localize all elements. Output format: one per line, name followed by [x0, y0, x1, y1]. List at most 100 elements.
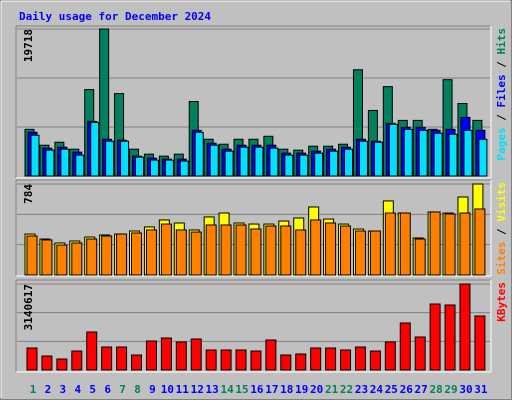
bar	[30, 134, 40, 177]
bar	[310, 347, 322, 371]
bar	[463, 129, 473, 177]
x-tick-label: 22	[340, 383, 353, 396]
x-tick-label: 12	[191, 383, 204, 396]
bar	[160, 337, 172, 371]
bar	[160, 223, 172, 276]
bar	[399, 322, 411, 371]
x-tick-label: 31	[474, 383, 488, 396]
bar	[41, 355, 53, 371]
legend-entry: Files	[495, 74, 508, 107]
bar	[414, 238, 426, 276]
x-tick-label: 29	[444, 383, 457, 396]
legend-entry: KBytes	[495, 282, 508, 322]
bar	[295, 353, 307, 371]
bar	[280, 354, 292, 371]
bar	[220, 349, 232, 371]
bar	[60, 148, 70, 177]
bar	[280, 225, 292, 276]
bar	[403, 128, 413, 177]
bar	[209, 144, 219, 177]
bar	[310, 219, 322, 276]
x-tick-label: 13	[206, 383, 219, 396]
bar	[175, 229, 187, 276]
x-tick-label: 9	[149, 383, 156, 396]
bar	[190, 231, 202, 276]
bar	[444, 213, 456, 276]
bar	[26, 235, 38, 276]
bar	[265, 225, 277, 276]
bar	[429, 211, 441, 276]
x-tick-label: 26	[400, 383, 414, 396]
bar	[224, 150, 234, 177]
legend-separator: /	[495, 108, 508, 128]
bar	[354, 230, 366, 276]
bar	[235, 349, 247, 371]
chart-title: Daily usage for December 2024	[19, 10, 211, 23]
bar	[56, 244, 68, 276]
x-tick-label: 2	[45, 383, 52, 396]
bar	[75, 154, 85, 177]
y-max-label: 3140617	[22, 284, 35, 330]
x-tick-label: 15	[235, 383, 248, 396]
x-tick-label: 8	[134, 383, 141, 396]
legend-entry: Hits	[495, 28, 508, 55]
x-tick-label: 25	[385, 383, 398, 396]
bar	[149, 159, 159, 177]
bar	[145, 229, 157, 276]
legend-separator: /	[495, 222, 508, 242]
bar	[116, 346, 128, 371]
bar	[194, 131, 204, 177]
x-tick-label: 18	[280, 383, 293, 396]
bar	[344, 148, 354, 177]
bar	[205, 349, 217, 371]
bar	[41, 239, 53, 276]
legend-entry: Sites	[495, 242, 508, 275]
bar	[414, 336, 426, 371]
bar	[135, 156, 145, 177]
bar	[90, 121, 100, 177]
bar	[459, 283, 471, 371]
x-tick-label: 28	[429, 383, 442, 396]
x-tick-label: 23	[355, 383, 368, 396]
bar	[478, 138, 488, 177]
bar	[101, 235, 113, 276]
x-tick-label: 4	[74, 383, 81, 396]
legend: Sites / Visits	[495, 182, 508, 275]
bar	[459, 212, 471, 276]
bar	[358, 140, 368, 177]
bar	[71, 242, 83, 276]
bar	[205, 224, 217, 276]
bar	[250, 228, 262, 276]
x-tick-label: 7	[119, 383, 126, 396]
bar	[314, 152, 324, 177]
legend-separator: /	[495, 55, 508, 75]
bar	[433, 132, 443, 177]
bar	[418, 129, 428, 177]
legend: KBytes	[495, 282, 508, 322]
bar	[384, 212, 396, 276]
bar	[329, 150, 339, 177]
bar	[325, 347, 337, 371]
bar	[384, 341, 396, 371]
bar	[388, 123, 398, 177]
bar	[354, 346, 366, 371]
bar	[86, 331, 98, 371]
bar	[220, 224, 232, 276]
x-tick-label: 5	[89, 383, 96, 396]
bar	[105, 140, 115, 177]
bar	[369, 350, 381, 371]
x-tick-label: 27	[415, 383, 428, 396]
bar	[340, 349, 352, 371]
bar	[164, 159, 174, 177]
bar	[190, 338, 202, 371]
x-tick-label: 3	[60, 383, 67, 396]
bar	[474, 208, 486, 276]
bar	[299, 154, 309, 177]
x-tick-label: 17	[265, 383, 278, 396]
bar	[325, 222, 337, 276]
bar	[26, 347, 38, 371]
bar	[179, 160, 189, 177]
bar	[399, 212, 411, 276]
bar	[474, 315, 486, 371]
